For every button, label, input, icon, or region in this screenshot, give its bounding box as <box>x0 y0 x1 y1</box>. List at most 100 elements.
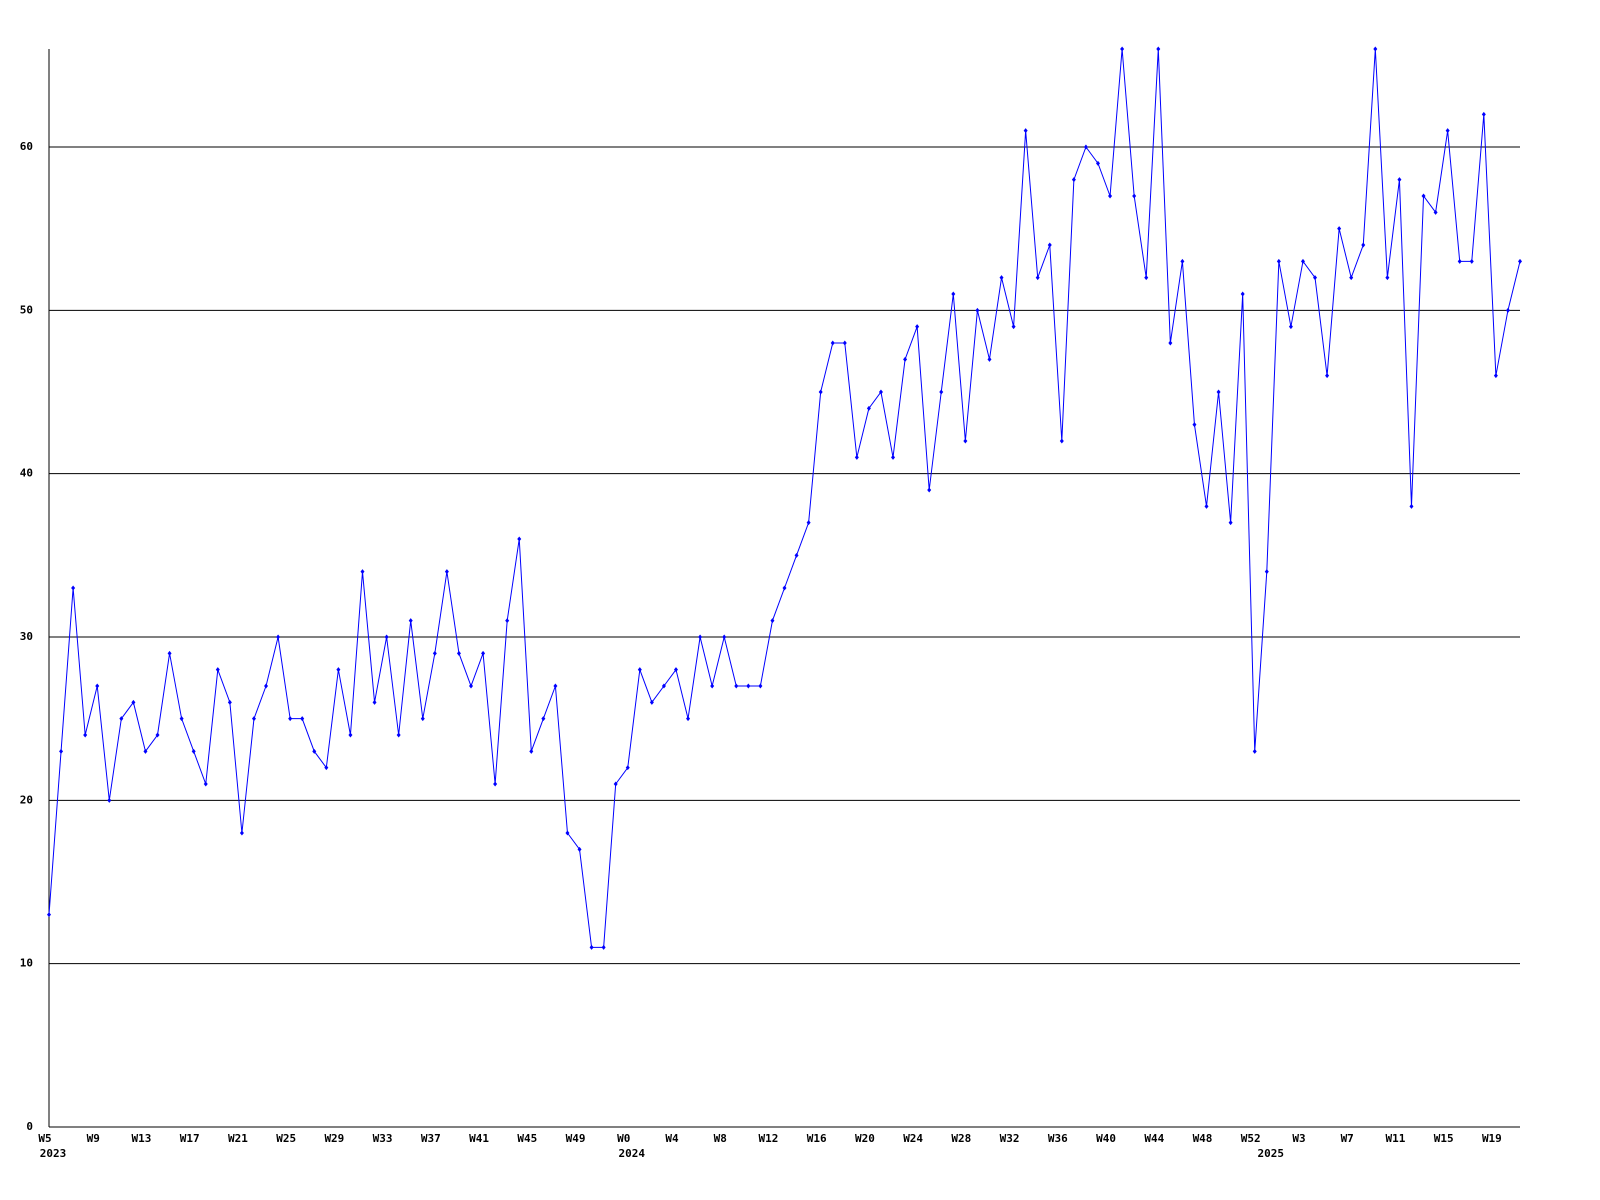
point <box>191 748 196 754</box>
point <box>1192 422 1197 428</box>
point <box>637 667 642 673</box>
point <box>999 275 1004 281</box>
x-tick-label: W13 <box>132 1132 152 1145</box>
point <box>1457 258 1462 264</box>
point <box>408 618 413 624</box>
point <box>577 846 582 852</box>
x-tick-label: W16 <box>807 1132 827 1145</box>
point <box>456 650 461 656</box>
y-tick-label: 40 <box>20 467 33 480</box>
x-tick-label: W41 <box>469 1132 489 1145</box>
point <box>155 732 160 738</box>
point <box>963 438 968 444</box>
x-tick-label: W52 <box>1241 1132 1261 1145</box>
x-tick-label: W7 <box>1341 1132 1354 1145</box>
y-tick-label: 0 <box>26 1120 33 1133</box>
point <box>432 650 437 656</box>
point <box>975 307 980 313</box>
point <box>866 405 871 411</box>
point <box>722 634 727 640</box>
point <box>1240 291 1245 297</box>
point <box>1180 258 1185 264</box>
x-tick-label: W21 <box>228 1132 248 1145</box>
point <box>1373 46 1378 52</box>
point <box>71 585 76 591</box>
x-tick-label: W29 <box>324 1132 344 1145</box>
x-tick-label: W33 <box>373 1132 393 1145</box>
point <box>227 699 232 705</box>
x-tick-label: W45 <box>517 1132 537 1145</box>
point <box>59 748 64 754</box>
point <box>1325 373 1330 379</box>
point <box>300 716 305 722</box>
point <box>553 683 558 689</box>
point <box>336 667 341 673</box>
point <box>1385 275 1390 281</box>
point <box>481 650 486 656</box>
point <box>758 683 763 689</box>
point <box>891 454 896 460</box>
point <box>1035 275 1040 281</box>
point <box>1047 242 1052 248</box>
point <box>1349 275 1354 281</box>
point <box>1409 503 1414 509</box>
point <box>686 716 691 722</box>
point <box>420 716 425 722</box>
point <box>529 748 534 754</box>
point <box>830 340 835 346</box>
year-label: 2025 <box>1258 1147 1285 1160</box>
point <box>119 716 124 722</box>
point <box>1469 258 1474 264</box>
point <box>1481 111 1486 117</box>
x-tick-label: W49 <box>566 1132 586 1145</box>
point <box>372 699 377 705</box>
point <box>276 634 281 640</box>
x-tick-label: W20 <box>855 1132 875 1145</box>
point <box>649 699 654 705</box>
point <box>1421 193 1426 199</box>
point <box>1023 128 1028 134</box>
point <box>601 944 606 950</box>
point <box>951 291 956 297</box>
point <box>541 716 546 722</box>
point <box>1071 177 1076 183</box>
x-tick-label: W17 <box>180 1132 200 1145</box>
point <box>215 667 220 673</box>
x-tick-label: W9 <box>87 1132 100 1145</box>
y-tick-label: 20 <box>20 793 33 806</box>
y-tick-label: 50 <box>20 303 33 316</box>
point <box>83 732 88 738</box>
point <box>360 569 365 575</box>
x-tick-label: W37 <box>421 1132 441 1145</box>
point <box>1264 569 1269 575</box>
year-label: 2023 <box>40 1147 67 1160</box>
point <box>818 389 823 395</box>
x-tick-label: W3 <box>1292 1132 1305 1145</box>
point <box>1445 128 1450 134</box>
point <box>1083 144 1088 150</box>
point <box>939 389 944 395</box>
point <box>1011 324 1016 330</box>
point <box>396 732 401 738</box>
point <box>1276 258 1281 264</box>
point <box>1313 275 1318 281</box>
point <box>878 389 883 395</box>
x-tick-label: W32 <box>1000 1132 1020 1145</box>
x-tick-label: W28 <box>951 1132 971 1145</box>
x-tick-label: W15 <box>1434 1132 1454 1145</box>
point <box>734 683 739 689</box>
point <box>1132 193 1137 199</box>
point <box>1228 520 1233 526</box>
point <box>1108 193 1113 199</box>
point <box>348 732 353 738</box>
x-tick-label: W5 <box>38 1132 51 1145</box>
point <box>469 683 474 689</box>
point <box>782 585 787 591</box>
x-tick-label: W44 <box>1144 1132 1164 1145</box>
point <box>1433 209 1438 215</box>
point <box>1337 226 1342 232</box>
point <box>710 683 715 689</box>
point <box>444 569 449 575</box>
x-tick-label: W12 <box>759 1132 779 1145</box>
y-tick-label: 60 <box>20 140 33 153</box>
